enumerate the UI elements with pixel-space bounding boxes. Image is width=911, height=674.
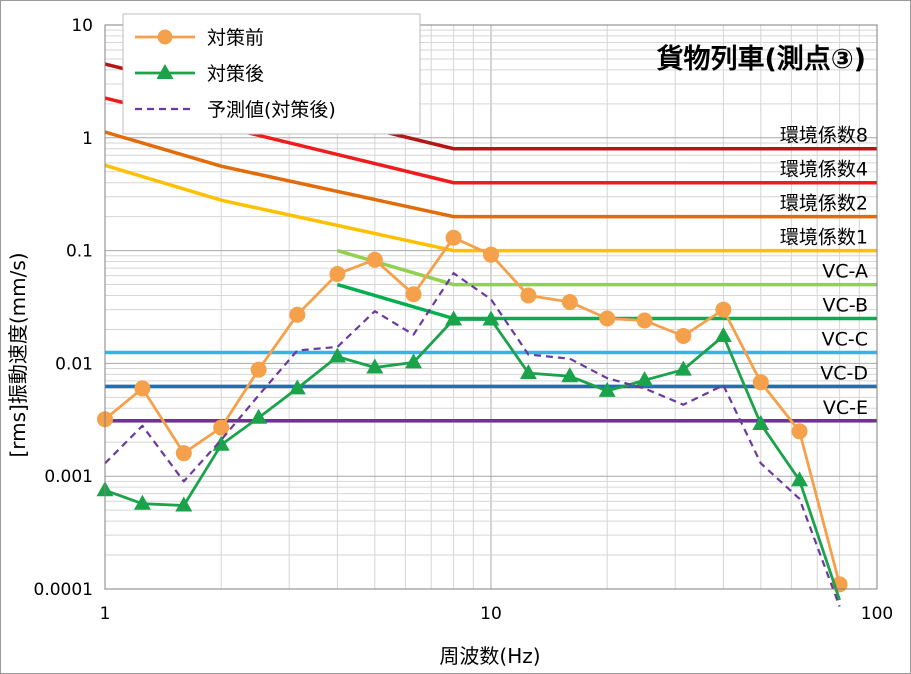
y-tick-label: 0.01: [55, 354, 93, 374]
data-point: [561, 367, 579, 383]
y-tick-label: 10: [71, 16, 93, 36]
legend-label-2: 予測値(対策後): [207, 99, 336, 121]
data-point: [715, 301, 732, 318]
reference-label-2: 環境係数2: [780, 193, 868, 215]
data-point: [288, 379, 306, 395]
data-point: [791, 423, 808, 440]
data-point: [212, 435, 230, 451]
data-point: [328, 347, 346, 363]
data-point: [175, 445, 192, 462]
y-axis-title: [rms]振動速度(mm/s): [6, 252, 30, 457]
data-point: [791, 471, 809, 487]
data-point: [636, 371, 654, 387]
data-point: [133, 494, 151, 510]
data-point: [520, 287, 537, 304]
legend-label-1: 対策後: [207, 63, 264, 85]
data-point: [250, 361, 267, 378]
y-tick-label: 0.1: [66, 242, 93, 262]
chart-title: 貨物列車(測点③): [656, 43, 866, 75]
data-point: [175, 496, 193, 512]
data-point: [561, 294, 578, 311]
data-point: [674, 360, 692, 376]
reference-label-1: 環境係数4: [780, 159, 868, 181]
y-tick-label: 0.001: [44, 467, 93, 487]
data-point: [519, 364, 537, 380]
data-point: [598, 381, 616, 397]
data-point: [213, 419, 230, 436]
reference-line-2: [104, 130, 877, 219]
reference-label-7: VC-D: [820, 362, 868, 384]
data-point: [714, 326, 732, 342]
data-point: [752, 374, 769, 391]
reference-label-4: VC-A: [822, 261, 868, 283]
data-point: [289, 306, 306, 323]
data-point: [482, 310, 500, 326]
data-point: [675, 327, 692, 344]
series-line-2: [104, 272, 841, 607]
reference-line-3: [104, 163, 877, 253]
x-tick-label: 10: [480, 604, 502, 624]
tick-labels: 10 1 0.1 0.01 0.001 0.0001 1 10 100: [34, 16, 894, 624]
legend-marker-1: [156, 64, 174, 79]
legend-label-0: 対策前: [207, 27, 264, 49]
series-2: [104, 272, 841, 607]
data-point: [483, 246, 499, 263]
data-point: [445, 310, 463, 326]
data-point: [752, 415, 770, 431]
data-point: [636, 312, 653, 329]
data-point: [599, 310, 616, 327]
data-point: [366, 251, 383, 268]
series-line-0: [104, 236, 841, 585]
reference-label-6: VC-C: [822, 328, 868, 350]
data-point: [134, 380, 151, 397]
x-tick-label: 100: [861, 604, 893, 624]
reference-label-5: VC-B: [823, 295, 868, 317]
y-tick-label: 0.0001: [34, 580, 93, 600]
x-tick-label: 1: [100, 604, 111, 624]
reference-labels: 環境係数8 環境係数4 環境係数2 環境係数1 VC-A VC-B VC-C VC-D VC-E: [780, 125, 868, 419]
legend-marker-0: [157, 29, 173, 45]
series-0: [97, 229, 848, 593]
y-tick-label: 1: [82, 129, 93, 149]
reference-label-0: 環境係数8: [780, 125, 868, 147]
reference-label-8: VC-E: [823, 397, 868, 419]
data-point: [250, 408, 268, 424]
reference-lines: [104, 62, 877, 423]
data-point: [405, 286, 422, 303]
data-point: [445, 229, 462, 246]
data-point: [329, 266, 346, 283]
x-axis-title: 周波数(Hz): [439, 644, 540, 668]
plot-border: [104, 24, 878, 590]
data-point: [405, 353, 423, 369]
series: [96, 229, 848, 607]
reference-label-3: 環境係数1: [780, 227, 868, 249]
data-point: [366, 358, 384, 374]
